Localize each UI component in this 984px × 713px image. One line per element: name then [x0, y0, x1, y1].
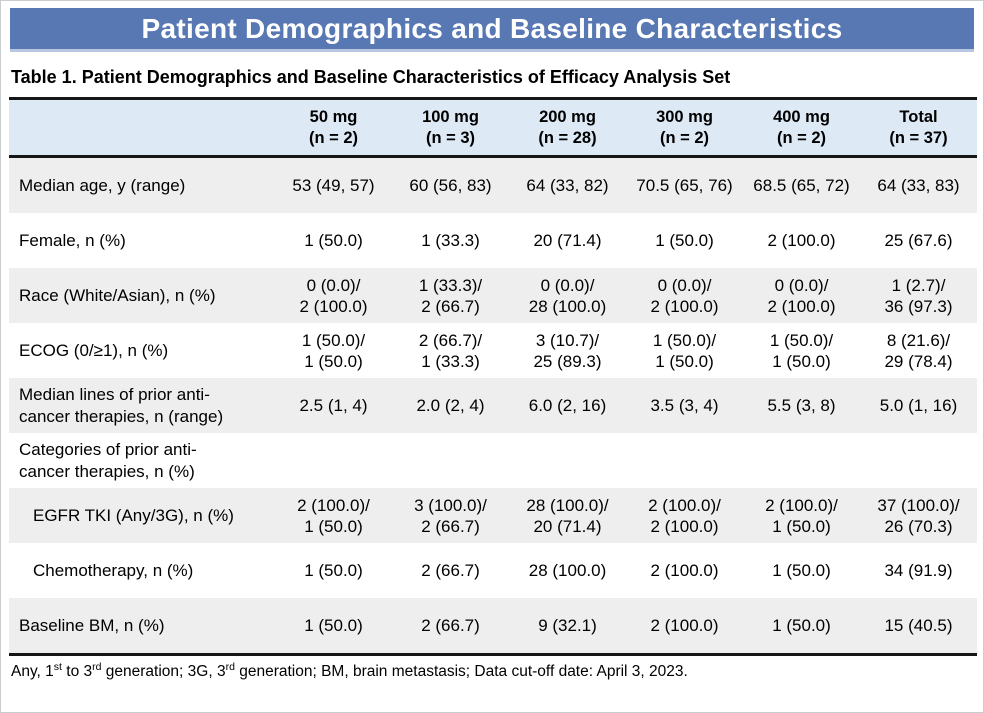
table-row-chemotherapy: Chemotherapy, n (%) 1 (50.0) 2 (66.7) 28…: [9, 543, 977, 598]
footnote-text: Any, 1: [11, 663, 54, 680]
row-label: EGFR TKI (Any/3G), n (%): [33, 505, 234, 525]
table-row-median-age: Median age, y (range) 53 (49, 57) 60 (56…: [9, 158, 977, 213]
table-row-baseline-bm: Baseline BM, n (%) 1 (50.0) 2 (66.7) 9 (…: [9, 598, 977, 653]
column-header-50mg: 50 mg (n = 2): [275, 107, 392, 149]
column-dose-label: 400 mg: [773, 107, 830, 126]
row-label: ECOG (0/≥1), n (%): [19, 340, 169, 360]
cell-value: 64 (33, 82): [526, 176, 609, 195]
cell-value: 1 (50.0)/ 1 (50.0): [301, 330, 366, 371]
cell-value: 8 (21.6)/ 29 (78.4): [884, 330, 953, 371]
column-n-label: (n = 2): [776, 128, 827, 147]
table-header-row: 50 mg (n = 2) 100 mg (n = 3) 200 mg (n =…: [9, 97, 977, 158]
cell-value: 1 (50.0)/ 1 (50.0): [769, 330, 834, 371]
footnote-superscript: rd: [225, 660, 235, 673]
row-label: Median lines of prior anti- cancer thera…: [19, 384, 224, 426]
column-n-label: (n = 2): [659, 128, 710, 147]
cell-value: 2 (100.0): [650, 561, 719, 580]
cell-value: 28 (100.0)/ 20 (71.4): [526, 495, 609, 536]
footnote-superscript: rd: [92, 660, 102, 673]
cell-value: 2 (100.0)/ 1 (50.0): [297, 495, 370, 536]
cell-value: 70.5 (65, 76): [636, 176, 733, 195]
demographics-table: 50 mg (n = 2) 100 mg (n = 3) 200 mg (n =…: [9, 97, 977, 656]
cell-value: 37 (100.0)/ 26 (70.3): [877, 495, 960, 536]
column-n-label: (n = 2): [308, 128, 359, 147]
column-n-label: (n = 28): [538, 128, 597, 147]
column-dose-label: Total: [899, 107, 938, 126]
footnote-text: generation; BM, brain metastasis; Data c…: [234, 663, 688, 680]
cell-value: 2 (66.7): [421, 561, 480, 580]
cell-value: 1 (50.0): [655, 231, 714, 250]
table-row-female: Female, n (%) 1 (50.0) 1 (33.3) 20 (71.4…: [9, 213, 977, 268]
column-n-label: (n = 3): [425, 128, 476, 147]
table-row-race: Race (White/Asian), n (%) 0 (0.0)/ 2 (10…: [9, 268, 977, 323]
cell-value: 2.5 (1, 4): [299, 396, 368, 415]
table-row-categories-header: Categories of prior anti- cancer therapi…: [9, 433, 977, 488]
column-dose-label: 200 mg: [539, 107, 596, 126]
cell-value: 2 (66.7)/ 1 (33.3): [418, 330, 483, 371]
cell-value: 34 (91.9): [884, 561, 953, 580]
table-caption: Table 1. Patient Demographics and Baseli…: [11, 67, 731, 87]
cell-value: 1 (2.7)/ 36 (97.3): [884, 275, 953, 316]
page-title: Patient Demographics and Baseline Charac…: [141, 12, 843, 44]
column-header-300mg: 300 mg (n = 2): [626, 107, 743, 149]
cell-value: 1 (50.0): [304, 616, 363, 635]
cell-value: 1 (50.0)/ 1 (50.0): [652, 330, 717, 371]
cell-value: 1 (33.3)/ 2 (66.7): [418, 275, 483, 316]
table-row-median-prior-lines: Median lines of prior anti- cancer thera…: [9, 378, 977, 433]
cell-value: 2 (100.0): [767, 231, 836, 250]
cell-value: 5.5 (3, 8): [767, 396, 836, 415]
cell-value: 2 (100.0)/ 2 (100.0): [648, 495, 721, 536]
footnote-text: generation; 3G, 3: [101, 663, 226, 680]
column-n-label: (n = 37): [889, 128, 948, 147]
cell-value: 1 (50.0): [772, 561, 831, 580]
cell-value: 6.0 (2, 16): [528, 396, 607, 415]
cell-value: 2 (100.0)/ 1 (50.0): [765, 495, 838, 536]
footnote: Any, 1st to 3rd generation; 3G, 3rd gene…: [11, 660, 983, 681]
footnote-superscript: st: [53, 660, 62, 673]
cell-value: 3 (10.7)/ 25 (89.3): [533, 330, 602, 371]
cell-value: 0 (0.0)/ 28 (100.0): [528, 275, 607, 316]
cell-value: 20 (71.4): [533, 231, 602, 250]
cell-value: 1 (33.3): [421, 231, 480, 250]
column-header-100mg: 100 mg (n = 3): [392, 107, 509, 149]
cell-value: 2.0 (2, 4): [416, 396, 485, 415]
cell-value: 1 (50.0): [772, 616, 831, 635]
column-dose-label: 300 mg: [656, 107, 713, 126]
page-title-banner: Patient Demographics and Baseline Charac…: [10, 8, 974, 52]
cell-value: 1 (50.0): [304, 231, 363, 250]
column-header-400mg: 400 mg (n = 2): [743, 107, 860, 149]
row-label: Categories of prior anti- cancer therapi…: [19, 439, 197, 481]
row-label: Female, n (%): [19, 230, 126, 250]
cell-value: 28 (100.0): [528, 561, 607, 580]
column-dose-label: 100 mg: [422, 107, 479, 126]
table-row-ecog: ECOG (0/≥1), n (%) 1 (50.0)/ 1 (50.0) 2 …: [9, 323, 977, 378]
cell-value: 2 (66.7): [421, 616, 480, 635]
cell-value: 25 (67.6): [884, 231, 953, 250]
cell-value: 5.0 (1, 16): [879, 396, 958, 415]
row-label: Median age, y (range): [19, 175, 186, 195]
cell-value: 0 (0.0)/ 2 (100.0): [767, 275, 836, 316]
row-label: Baseline BM, n (%): [19, 615, 165, 635]
cell-value: 2 (100.0): [650, 616, 719, 635]
cell-value: 64 (33, 83): [877, 176, 960, 195]
footnote-text: to 3: [61, 663, 93, 680]
column-dose-label: 50 mg: [309, 107, 358, 126]
cell-value: 60 (56, 83): [409, 176, 492, 195]
cell-value: 0 (0.0)/ 2 (100.0): [299, 275, 368, 316]
cell-value: 53 (49, 57): [292, 176, 375, 195]
cell-value: 3 (100.0)/ 2 (66.7): [414, 495, 487, 536]
column-header-total: Total (n = 37): [860, 107, 977, 149]
cell-value: 3.5 (3, 4): [650, 396, 719, 415]
row-label: Chemotherapy, n (%): [33, 560, 194, 580]
cell-value: 15 (40.5): [884, 616, 953, 635]
cell-value: 0 (0.0)/ 2 (100.0): [650, 275, 719, 316]
table-row-egfr-tki: EGFR TKI (Any/3G), n (%) 2 (100.0)/ 1 (5…: [9, 488, 977, 543]
row-label: Race (White/Asian), n (%): [19, 285, 216, 305]
cell-value: 68.5 (65, 72): [753, 176, 850, 195]
column-header-200mg: 200 mg (n = 28): [509, 107, 626, 149]
cell-value: 1 (50.0): [304, 561, 363, 580]
cell-value: 9 (32.1): [538, 616, 597, 635]
